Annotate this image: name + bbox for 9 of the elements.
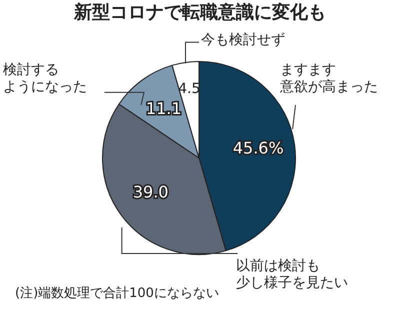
data-label: 45.6% <box>232 138 284 158</box>
slice-label: 今も検討せず <box>201 32 285 49</box>
data-label: 39.0 <box>132 182 168 202</box>
slice-label: 検討するようになった <box>3 62 87 96</box>
text: (注)端数処理で合計100にならない <box>15 285 219 302</box>
slice-label: 以前は検討も少し様子を見たい <box>236 258 348 292</box>
data-label: 11.1 <box>146 98 182 118</box>
chart-title: 新型コロナで転職意識に変化も <box>72 2 327 23</box>
slice-label: ますます意欲が高まった <box>280 62 378 96</box>
